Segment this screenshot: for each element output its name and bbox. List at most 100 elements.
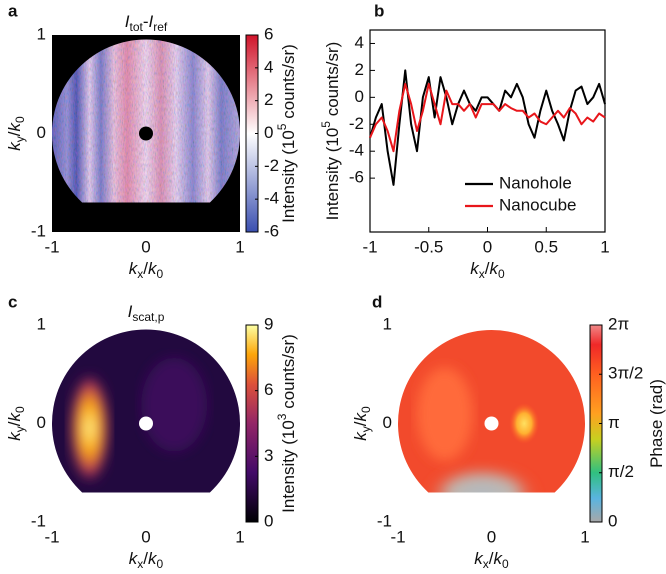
- x-axis-label-part: k: [129, 259, 139, 278]
- panel-label: d: [372, 292, 382, 311]
- series-line: [369, 69, 606, 186]
- x-axis-label-part: x: [137, 557, 143, 571]
- x-axis-label-part: /: [143, 259, 148, 278]
- x-tick-label: 0: [141, 527, 150, 546]
- x-tick-label: -1: [44, 527, 59, 546]
- y-axis-label-part: y: [13, 136, 27, 142]
- y-axis-label-part: 0: [359, 406, 373, 413]
- legend-label: Nanocube: [499, 195, 577, 214]
- chart-title-part: scat,p: [132, 310, 164, 324]
- center-dot: [139, 126, 153, 141]
- x-axis-label-part: 0: [157, 557, 164, 571]
- y-tick-label: 1: [37, 24, 46, 43]
- x-tick-label: 1: [235, 237, 244, 256]
- y-axis-label-part: Intensity (10: [323, 128, 342, 221]
- y-tick-label: 2: [355, 60, 364, 79]
- y-axis-label-part: 0: [13, 406, 27, 413]
- chart-title: Itot-Iref: [125, 12, 168, 34]
- chart-title: Iscat,p: [128, 302, 165, 324]
- colorbar-tick-label: 9: [264, 314, 273, 333]
- y-tick-label: -1: [377, 511, 392, 530]
- y-tick-label: 1: [383, 314, 392, 333]
- x-tick-label: -1: [390, 527, 405, 546]
- chart-title-part: ref: [153, 20, 168, 34]
- colorbar-label-part: Intensity (10: [279, 420, 298, 513]
- panel-label: c: [8, 292, 17, 311]
- chart-title-part: I: [125, 12, 130, 31]
- chart-title-part: I: [128, 302, 133, 321]
- y-axis-label-part: 5: [319, 121, 333, 128]
- colorbar: [245, 324, 259, 523]
- y-tick-label: 0: [383, 413, 392, 432]
- y-tick-label: 0: [355, 87, 364, 106]
- colorbar-label-part: 3: [275, 413, 289, 420]
- y-axis-label: ky/k0: [351, 406, 373, 441]
- map-image: [398, 330, 585, 493]
- y-axis-label: Intensity (105 counts/sr): [319, 42, 342, 221]
- y-axis-label-part: y: [13, 426, 27, 432]
- x-axis-label-part: x: [483, 557, 489, 571]
- x-axis-label-part: 0: [498, 267, 505, 281]
- x-axis-label-part: 0: [157, 267, 164, 281]
- center-dot: [139, 416, 153, 431]
- chart-title-part: tot: [129, 20, 143, 34]
- y-tick-label: -1: [31, 511, 46, 530]
- map-image: [52, 39, 240, 203]
- panel-label: a: [8, 1, 18, 20]
- x-axis-label-part: k: [148, 259, 158, 278]
- colorbar-tick-label: 0: [264, 511, 273, 530]
- center-dot: [484, 416, 499, 431]
- y-axis-label-part: /: [351, 421, 370, 426]
- colorbar-label-part: Phase (rad): [647, 379, 666, 468]
- y-tick-label: 1: [37, 314, 46, 333]
- x-axis-label-part: k: [148, 549, 158, 568]
- legend-label: Nanohole: [499, 173, 572, 192]
- colorbar-tick-label: π: [608, 413, 620, 432]
- colorbar-label-part: counts/sr): [279, 334, 298, 413]
- x-tick-label: 1: [235, 527, 244, 546]
- colorbar-tick-label: 3π/2: [608, 364, 643, 383]
- colorbar-tick-label: 6: [264, 380, 273, 399]
- x-axis-label-part: k: [494, 549, 504, 568]
- y-tick-label: 0: [37, 123, 46, 142]
- map-glow: [141, 357, 208, 452]
- y-axis-label-part: counts/sr): [323, 42, 342, 121]
- y-axis-label: ky/k0: [5, 406, 27, 441]
- x-axis-label: kx/k0: [474, 549, 509, 571]
- x-tick-label: 0: [487, 527, 496, 546]
- colorbar-tick-label: 3: [264, 446, 273, 465]
- y-tick-label: -6: [349, 168, 364, 187]
- x-tick-label: 0: [483, 237, 492, 256]
- colorbar-tick-label: 2π: [608, 314, 629, 333]
- colorbar-label: Phase (rad): [647, 379, 666, 468]
- chart-title-part: -: [143, 12, 149, 31]
- x-axis-label: kx/k0: [470, 259, 505, 281]
- colorbar-tick-label: 0: [608, 511, 617, 530]
- colorbar-tick-label: 2: [264, 90, 273, 109]
- map-blob: [509, 402, 540, 445]
- x-axis-label-part: 0: [502, 557, 509, 571]
- x-axis-label-part: k: [490, 259, 500, 278]
- x-axis-label: kx/k0: [129, 259, 164, 281]
- colorbar-tick-label: π/2: [608, 462, 634, 481]
- y-tick-label: -4: [349, 141, 364, 160]
- y-axis-label-part: k: [5, 411, 24, 421]
- x-axis-label-part: x: [479, 267, 485, 281]
- map-image: [52, 329, 240, 493]
- x-axis-label-part: /: [485, 259, 490, 278]
- map-gray: [426, 465, 539, 493]
- colorbar-tick-label: -2: [264, 156, 279, 175]
- y-axis-label: ky/k0: [5, 116, 27, 151]
- colorbar-tick-label: 6: [264, 24, 273, 43]
- x-tick-label: 0: [141, 237, 150, 256]
- y-axis-label-part: /: [5, 421, 24, 426]
- series-line: [369, 82, 606, 153]
- y-tick-label: -2: [349, 114, 364, 133]
- x-tick-label: 1: [580, 527, 589, 546]
- x-tick-label: 1: [600, 237, 609, 256]
- x-axis-label-part: /: [143, 549, 148, 568]
- panel-label: b: [374, 1, 384, 20]
- chart-title-part: I: [149, 12, 154, 31]
- y-tick-label: 0: [37, 413, 46, 432]
